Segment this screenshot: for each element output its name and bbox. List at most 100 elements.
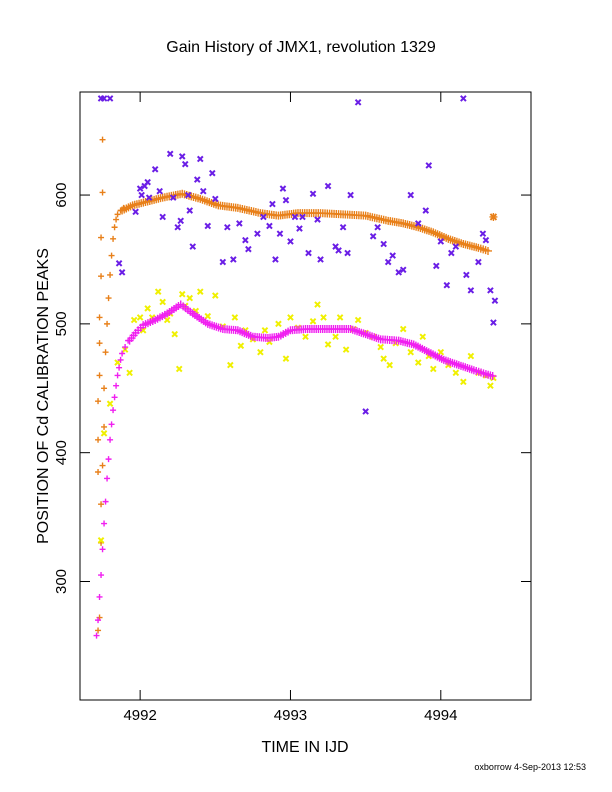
data-point [98, 501, 105, 508]
y-tick-label: 300 [53, 569, 70, 594]
y-axis-label: POSITION OF Cd CALIBRATION PEAKS [35, 248, 52, 544]
footer-stamp: oxborrow 4-Sep-2013 12:53 [474, 762, 586, 772]
plot-area [79, 91, 532, 701]
data-point [287, 238, 294, 245]
data-point [151, 165, 159, 173]
data-point [154, 288, 162, 295]
data-point [110, 235, 117, 242]
y-tick-label: 500 [53, 311, 70, 336]
data-point [344, 249, 351, 257]
data-point [105, 295, 112, 302]
series-0 [95, 136, 498, 634]
data-point [96, 372, 103, 379]
data-point [414, 220, 422, 227]
data-point [339, 223, 347, 231]
data-point [175, 365, 183, 373]
data-point [324, 341, 332, 348]
data-point [309, 190, 317, 198]
data-point [487, 382, 494, 390]
data-point [189, 243, 197, 250]
data-point [399, 325, 407, 333]
data-point [108, 421, 115, 428]
data-point [437, 238, 445, 245]
data-point [98, 273, 105, 280]
data-point [230, 256, 237, 263]
data-point [184, 191, 192, 199]
data-point [95, 436, 102, 443]
data-point [452, 243, 460, 250]
data-point [305, 249, 312, 257]
data-point [98, 234, 105, 241]
data-point [108, 252, 115, 259]
data-point [99, 136, 106, 143]
data-point [100, 430, 108, 437]
data-point [193, 176, 201, 183]
data-point [171, 330, 179, 338]
data-point [380, 240, 387, 248]
data-point [236, 220, 243, 227]
data-point [227, 361, 234, 369]
data-point [224, 223, 231, 231]
data-point [245, 245, 252, 253]
data-point [452, 369, 460, 377]
data-point [116, 364, 123, 371]
data-point [463, 271, 470, 279]
data-point [309, 317, 317, 325]
data-point [136, 314, 144, 321]
data-point [422, 207, 430, 214]
data-point [287, 314, 294, 321]
data-point [482, 236, 490, 244]
data-point [118, 269, 126, 276]
data-point [395, 269, 403, 276]
data-point [96, 340, 103, 347]
y-tick-label: 400 [53, 440, 70, 465]
data-point [156, 187, 163, 195]
data-point [425, 162, 433, 169]
data-point [93, 632, 100, 639]
data-point [302, 333, 309, 341]
data-point [335, 247, 342, 254]
data-point [132, 208, 139, 216]
data-point [374, 223, 381, 231]
data-point [296, 225, 303, 232]
end-point [489, 213, 498, 221]
data-point [354, 98, 362, 106]
data-point [196, 155, 204, 163]
data-point [460, 95, 467, 102]
data-point [114, 211, 121, 218]
data-point [282, 355, 290, 362]
data-point [111, 394, 118, 401]
data-point [314, 216, 321, 223]
data-point [113, 382, 120, 389]
data-point [95, 627, 102, 634]
data-point [490, 319, 497, 326]
data-point [377, 343, 384, 351]
data-point [113, 216, 120, 223]
data-point [95, 617, 102, 624]
data-point [399, 266, 407, 274]
data-point [138, 191, 145, 199]
data-point [276, 230, 284, 238]
data-point [314, 301, 321, 308]
data-point [487, 287, 494, 294]
data-point [272, 256, 279, 263]
data-point [96, 593, 103, 600]
data-point [317, 256, 324, 263]
data-point [242, 236, 249, 244]
data-point [369, 232, 377, 240]
data-point [347, 191, 354, 199]
data-point [275, 320, 282, 328]
data-point [291, 213, 299, 221]
data-point [178, 153, 186, 160]
data-point [178, 290, 186, 298]
axis-ticks: 4992 4993 4994 300 400 500 600 [53, 92, 531, 724]
data-point [186, 207, 194, 214]
data-point [260, 213, 267, 221]
data-point [145, 194, 153, 201]
data-point [467, 287, 475, 294]
data-point [130, 316, 138, 324]
data-point [174, 223, 182, 231]
data-point [117, 356, 124, 363]
data-point [432, 262, 440, 270]
x-tick-label: 4993 [274, 707, 307, 724]
